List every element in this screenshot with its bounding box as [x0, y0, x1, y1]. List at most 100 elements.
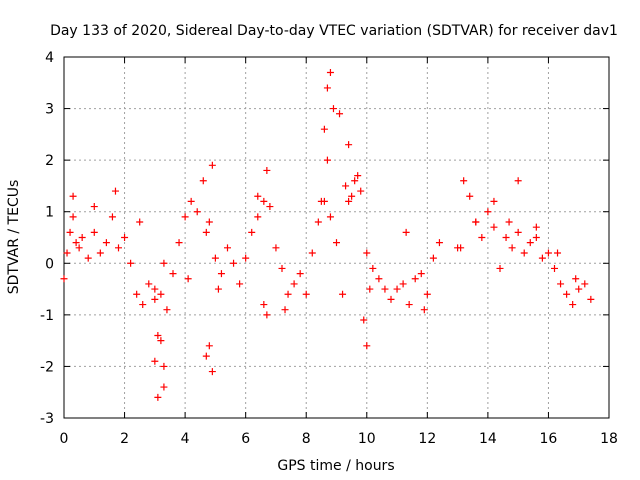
data-point	[217, 270, 225, 278]
y-axis-label: SDTVAR / TECUs	[6, 180, 22, 295]
data-point	[139, 301, 147, 309]
x-axis-label: GPS time / hours	[277, 458, 394, 474]
data-point	[317, 197, 325, 205]
data-point	[411, 275, 419, 283]
data-point	[272, 244, 280, 252]
data-point	[184, 275, 192, 283]
data-point	[115, 244, 122, 252]
data-point	[490, 197, 498, 205]
data-point	[329, 105, 337, 113]
data-point	[208, 161, 216, 169]
data-point	[151, 357, 159, 365]
data-point	[323, 84, 331, 92]
data-point	[514, 177, 522, 185]
data-point	[163, 306, 171, 314]
data-point	[538, 254, 546, 262]
data-point	[554, 249, 562, 257]
data-point	[151, 285, 159, 293]
chart-title: Day 133 of 2020, Sidereal Day-to-day VTE…	[50, 23, 618, 39]
data-point	[84, 254, 92, 262]
y-tick-label: 3	[45, 102, 54, 118]
data-point	[160, 259, 168, 267]
data-point	[369, 264, 377, 272]
y-tick-label: 0	[45, 256, 54, 272]
data-point	[154, 393, 162, 401]
data-point	[457, 244, 465, 252]
data-point	[393, 285, 401, 293]
data-point	[505, 218, 513, 226]
data-point	[544, 249, 552, 257]
data-point	[339, 290, 347, 298]
data-point	[60, 275, 68, 283]
data-point	[248, 228, 256, 236]
data-point	[154, 331, 162, 339]
x-tick-label: 16	[540, 431, 558, 447]
data-point	[236, 280, 244, 288]
data-point	[563, 290, 571, 298]
data-point	[351, 177, 359, 185]
y-tick-label: 4	[45, 50, 54, 66]
data-point	[78, 234, 86, 241]
data-point	[242, 254, 250, 262]
x-tick-label: 10	[358, 431, 376, 447]
data-point	[420, 306, 428, 314]
data-point	[520, 249, 528, 257]
data-point	[90, 228, 98, 236]
x-tick-label: 2	[120, 431, 129, 447]
data-point	[69, 213, 77, 221]
data-point	[208, 368, 216, 376]
data-point	[348, 192, 356, 200]
data-point	[308, 249, 316, 257]
data-point	[366, 285, 374, 293]
data-point	[214, 285, 222, 293]
data-point	[263, 311, 271, 319]
x-tick-label: 14	[479, 431, 497, 447]
data-point	[460, 177, 468, 185]
data-point	[296, 270, 304, 278]
data-point	[281, 306, 289, 314]
data-point	[569, 301, 577, 309]
data-point	[551, 264, 558, 272]
data-point	[193, 208, 201, 216]
grid	[64, 57, 609, 418]
data-point	[202, 352, 210, 360]
data-point	[199, 177, 207, 185]
data-point	[345, 141, 353, 149]
data-point	[260, 197, 268, 205]
data-point	[157, 337, 165, 345]
data-point	[320, 125, 328, 133]
data-point	[111, 187, 119, 195]
data-point	[496, 264, 504, 272]
data-point	[284, 290, 292, 298]
data-point	[160, 383, 168, 391]
data-point	[326, 68, 334, 76]
data-point	[572, 275, 580, 283]
data-point	[145, 280, 153, 288]
data-point	[314, 218, 322, 226]
x-tick-label: 4	[181, 431, 190, 447]
data-point	[514, 228, 522, 236]
data-point	[108, 213, 116, 221]
data-point	[266, 203, 274, 211]
x-tick-label: 6	[241, 431, 250, 447]
data-point	[502, 234, 510, 241]
data-point	[205, 218, 213, 226]
data-point	[363, 249, 371, 257]
x-tick-label: 18	[600, 431, 618, 447]
data-point	[526, 239, 534, 247]
data-point	[66, 228, 74, 236]
data-point	[326, 213, 334, 221]
data-point	[75, 244, 83, 252]
data-point	[381, 285, 389, 293]
data-point	[423, 290, 431, 298]
data-point	[466, 192, 474, 200]
data-point	[211, 254, 219, 262]
data-point	[345, 197, 353, 205]
data-point	[375, 275, 383, 283]
data-point	[187, 197, 195, 205]
data-point	[417, 270, 425, 278]
data-point	[302, 290, 310, 298]
data-point	[102, 239, 110, 247]
